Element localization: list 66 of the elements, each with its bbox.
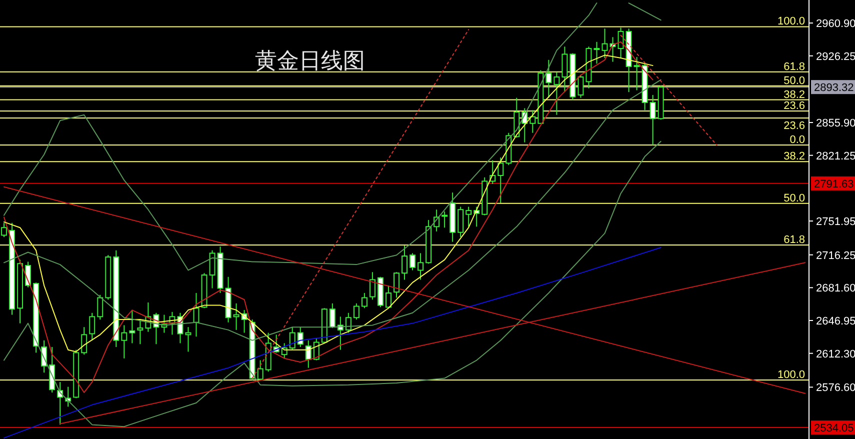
candlestick <box>650 94 656 146</box>
annotation: 38.2 <box>784 88 805 101</box>
y-tick-label: 2855.90 <box>816 118 855 130</box>
annotation: 50.0 <box>784 74 805 87</box>
text: 黄金日线图 <box>255 49 365 74</box>
candlestick <box>634 56 640 91</box>
candlestick <box>458 206 464 238</box>
candlestick <box>353 302 360 320</box>
candlestick <box>129 310 136 344</box>
candlestick <box>137 319 144 345</box>
candlestick <box>418 252 424 280</box>
ref-line-label: 2791.63 <box>814 178 854 190</box>
annotation: 100.0 <box>777 368 805 381</box>
candlestick <box>546 59 552 98</box>
y-tick-label: 2821.25 <box>816 150 855 162</box>
annotation: 38.2 <box>784 150 805 163</box>
y-tick-label: 2681.60 <box>816 282 855 295</box>
candlestick <box>369 272 376 300</box>
annotation: 0.0 <box>790 134 805 146</box>
candlestick <box>442 210 448 228</box>
candlestick <box>1 222 7 238</box>
candlestick <box>361 292 368 309</box>
annotation: 100.0 <box>777 16 805 28</box>
candlestick <box>185 326 192 352</box>
y-tick-label: 2960.90 <box>816 18 855 30</box>
candlestick <box>554 72 560 116</box>
y-tick-label: 2612.30 <box>816 348 855 360</box>
ref-line-label: 2893.32 <box>814 82 854 94</box>
candlestick <box>329 302 336 329</box>
annotation: 23.6 <box>784 100 805 112</box>
y-tick-label: 2716.25 <box>816 250 855 262</box>
candlestick <box>394 272 400 298</box>
candlestick <box>562 46 568 93</box>
y-tick-label: 2926.25 <box>816 50 855 63</box>
candlestick <box>81 326 88 356</box>
candlestick <box>337 316 344 350</box>
annotation: 50.0 <box>784 192 805 204</box>
candlestick <box>498 156 504 204</box>
annotation: 61.8 <box>784 60 805 73</box>
candlestick <box>257 360 264 381</box>
candlestick <box>297 326 304 348</box>
candlestick <box>594 41 600 64</box>
annotation: 23.6 <box>784 120 805 132</box>
annotation: 61.8 <box>784 234 805 246</box>
candlestick <box>466 206 472 228</box>
candlestick <box>89 312 96 341</box>
ref-line-label: 2534.05 <box>814 422 854 434</box>
candlestick <box>402 245 408 280</box>
candlestick <box>385 284 392 309</box>
candlestick <box>121 324 128 359</box>
candlestick <box>618 27 624 58</box>
candlestick <box>233 302 240 330</box>
candlestick <box>578 74 584 98</box>
y-tick-label: 2646.95 <box>816 316 855 328</box>
line-series <box>4 247 662 438</box>
candlestick <box>345 312 352 334</box>
candlestick <box>41 340 48 374</box>
candlestick <box>530 110 536 134</box>
candlestick <box>305 340 312 368</box>
y-tick-label: 2576.60 <box>816 382 855 394</box>
candlestick <box>602 28 608 58</box>
candlestick <box>97 294 104 320</box>
line-series <box>4 140 662 428</box>
y-tick-label: 2751.95 <box>816 216 855 228</box>
candlestick <box>289 326 296 350</box>
candlestick <box>410 252 416 271</box>
